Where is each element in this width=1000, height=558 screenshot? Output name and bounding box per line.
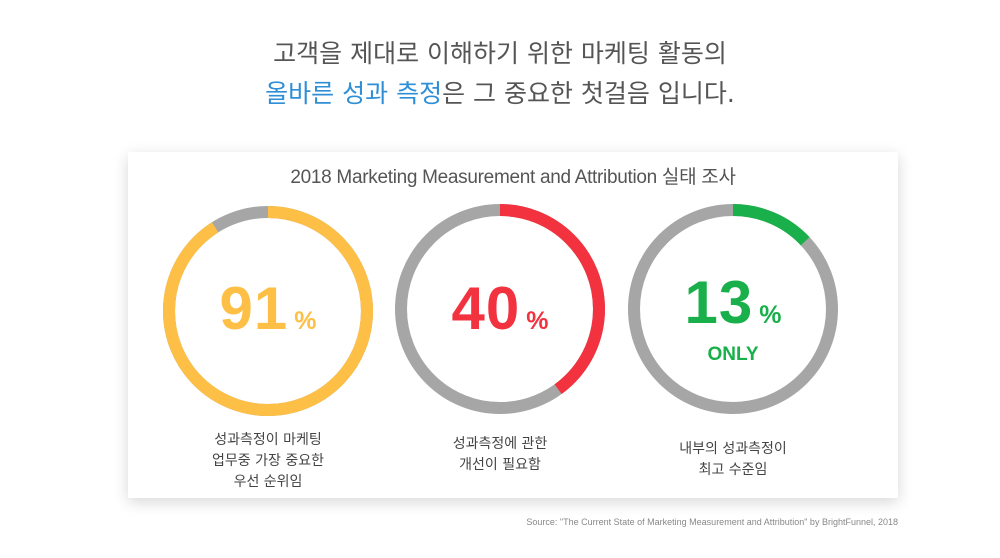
value-unit-1: %: [294, 307, 317, 335]
caption-3: 내부의 성과측정이 최고 수준임: [613, 439, 853, 481]
value-number-3: 13: [684, 269, 754, 336]
caption-1-line-2: 업무중 가장 중요한: [212, 453, 324, 469]
caption-1: 성과측정이 마케팅 업무중 가장 중요한 우선 순위임: [148, 430, 388, 493]
headline: 고객을 제대로 이해하기 위한 마케팅 활동의 올바른 성과 측정은 그 중요한…: [0, 34, 1000, 114]
ring-arc-3: [628, 204, 838, 414]
survey-title: 2018 Marketing Measurement and Attributi…: [290, 167, 736, 188]
source-note: Source: "The Current State of Marketing …: [526, 517, 898, 527]
survey-card: 2018 Marketing Measurement and Attributi…: [128, 152, 898, 498]
caption-3-line-2: 최고 수준임: [698, 462, 768, 478]
caption-1-line-3: 우선 순위임: [233, 474, 303, 490]
headline-line-1: 고객을 제대로 이해하기 위한 마케팅 활동의: [273, 39, 727, 68]
caption-2-line-1: 성과측정에 관한: [452, 436, 548, 452]
ring-arc-1: [163, 206, 373, 416]
value-number-2: 40: [451, 275, 521, 342]
ring-arc-2: [395, 204, 605, 414]
headline-rest: 은 그 중요한 첫걸음 입니다.: [442, 79, 735, 108]
caption-2: 성과측정에 관한 개선이 필요함: [380, 434, 620, 476]
ring-svg-2: [395, 204, 605, 414]
ring-sub-label-3: ONLY: [707, 344, 759, 365]
caption-2-line-2: 개선이 필요함: [459, 457, 541, 473]
ring-value-2: 40%: [393, 274, 607, 343]
ring-svg-1: [163, 206, 373, 416]
ring-value-1: 91%: [161, 274, 375, 343]
ring-chart-2: 40%: [393, 202, 607, 416]
headline-highlight: 올바른 성과 측정: [265, 79, 443, 108]
headline-line-2: 올바른 성과 측정은 그 중요한 첫걸음 입니다.: [0, 74, 1000, 114]
ring-svg-3: [628, 204, 838, 414]
caption-1-line-1: 성과측정이 마케팅: [214, 432, 322, 448]
caption-3-line-1: 내부의 성과측정이: [679, 441, 787, 457]
value-unit-2: %: [526, 307, 549, 335]
ring-value-3: 13%: [626, 268, 840, 337]
ring-chart-3: 13% ONLY: [626, 202, 840, 416]
value-number-1: 91: [219, 275, 289, 342]
ring-chart-1: 91%: [161, 204, 375, 418]
value-unit-3: %: [759, 301, 782, 329]
